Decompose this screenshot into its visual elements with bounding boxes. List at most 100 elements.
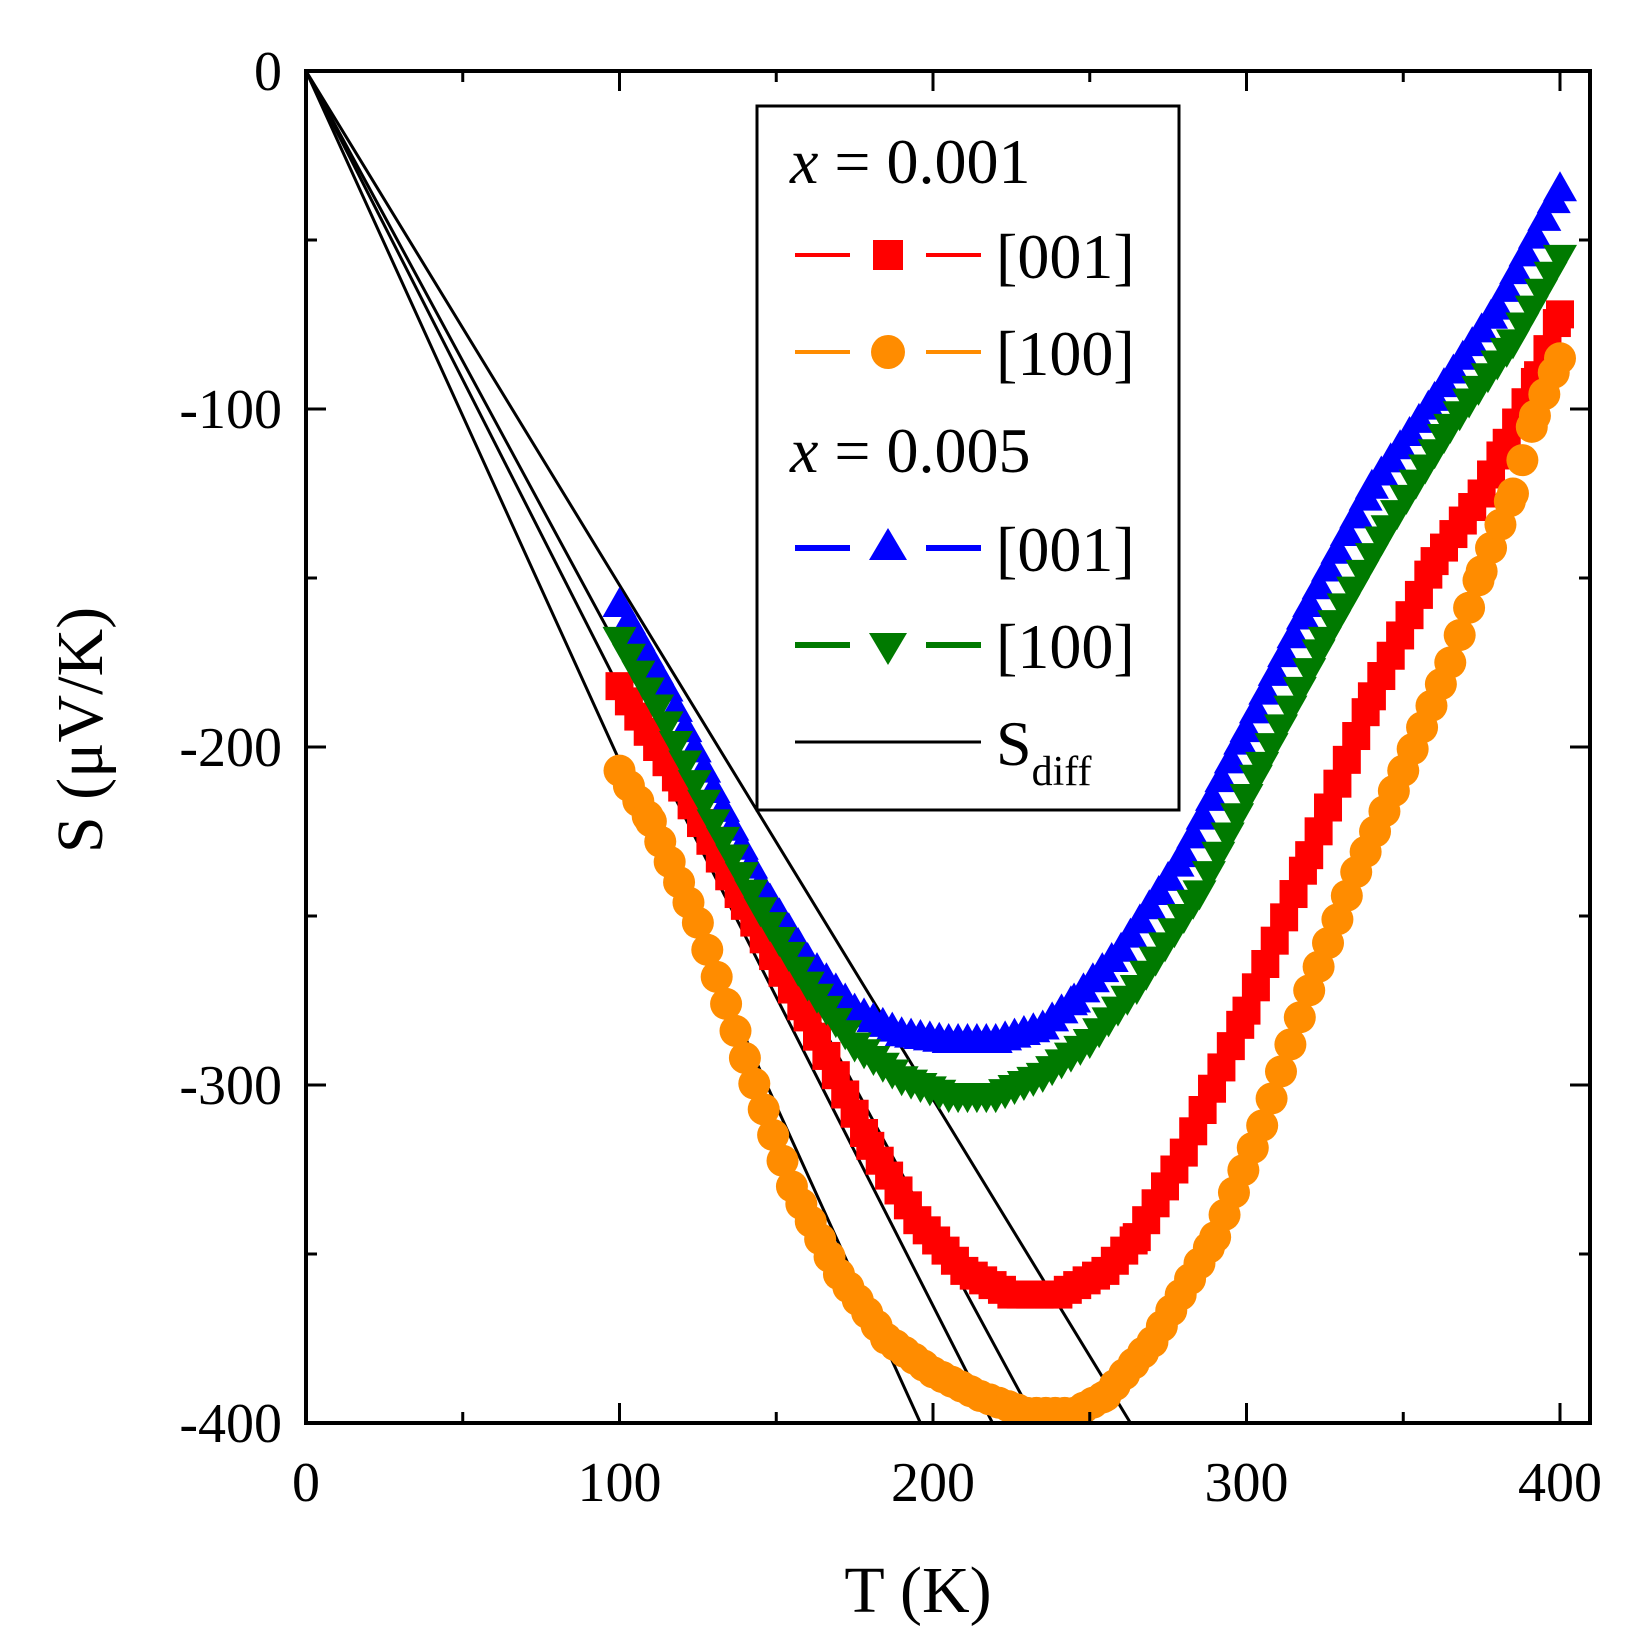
data-point <box>724 862 759 893</box>
data-point <box>1246 1109 1279 1142</box>
legend-swatch-x001-100 <box>795 335 981 369</box>
data-point <box>1453 591 1486 624</box>
legend-entry-x001-001: [001] <box>996 221 1135 292</box>
data-point <box>1527 200 1562 231</box>
data-point <box>1508 236 1543 267</box>
legend-entry-sdiff: Sdiff <box>996 708 1091 795</box>
legend: x = 0.001 [001] [100] x = 0.005 [001] <box>755 104 1181 812</box>
data-point <box>1332 745 1361 774</box>
data-point <box>1489 271 1524 302</box>
data-point <box>710 987 743 1020</box>
legend-group-1-label: x = 0.001 <box>789 126 1031 197</box>
legend-box <box>755 104 1181 812</box>
data-point <box>1506 444 1539 477</box>
data-point <box>1329 516 1364 547</box>
data-point <box>1543 244 1577 275</box>
data-point <box>1544 342 1576 375</box>
data-point <box>1543 171 1577 202</box>
square-marker-icon <box>873 240 903 270</box>
y-tick-label: -400 <box>179 1393 282 1455</box>
data-point <box>1185 799 1220 830</box>
data-point <box>1229 712 1264 743</box>
y-axis-title: S (μV/K) <box>44 607 117 853</box>
data-point <box>705 826 740 857</box>
data-point <box>1257 655 1292 686</box>
data-point <box>1323 769 1352 798</box>
data-point <box>1176 818 1211 849</box>
legend-entry-x005-001: [001] <box>996 514 1135 585</box>
sdiff-line <box>304 70 922 1424</box>
y-tick-label: -300 <box>179 1055 282 1117</box>
axis-ticks <box>304 69 1590 1425</box>
x-tick-label: 400 <box>1518 1452 1602 1514</box>
data-point <box>1314 793 1343 822</box>
legend-entry-x005-100: [100] <box>996 611 1135 682</box>
data-point <box>715 844 750 875</box>
data-point <box>1213 743 1248 774</box>
series-triangle-up <box>602 171 1577 1054</box>
data-point <box>668 750 703 781</box>
data-point <box>1517 218 1552 249</box>
y-tick-label: -100 <box>179 379 282 441</box>
triangle-up-marker-icon <box>869 528 907 560</box>
legend-entry-x001-100: [100] <box>996 318 1135 389</box>
data-point <box>1248 674 1283 705</box>
data-point <box>611 643 646 674</box>
data-point <box>738 1067 771 1100</box>
data-point <box>681 906 714 939</box>
data-point <box>687 789 722 820</box>
x-tick-label: 200 <box>891 1452 975 1514</box>
data-point <box>728 1041 761 1074</box>
data-point <box>640 694 675 725</box>
data-point <box>1339 498 1374 529</box>
x-tick-label: 100 <box>578 1452 662 1514</box>
data-point <box>1267 637 1302 668</box>
data-point <box>1255 1082 1288 1115</box>
x-tick-label: 0 <box>292 1452 320 1514</box>
data-point <box>1295 841 1324 870</box>
data-point <box>621 660 656 691</box>
data-point <box>1301 569 1336 600</box>
data-point <box>1292 587 1327 618</box>
data-point <box>1304 817 1333 846</box>
legend-swatch-x001-001 <box>795 240 981 270</box>
data-point <box>1276 618 1311 649</box>
legend-group-2-label: x = 0.005 <box>789 415 1031 486</box>
data-point <box>1264 1055 1297 1088</box>
data-point <box>1434 646 1467 679</box>
data-point <box>1480 289 1515 320</box>
series-square <box>605 300 1574 1309</box>
data-point <box>747 1093 780 1126</box>
series-triangle-down <box>602 244 1577 1114</box>
data-point <box>1499 254 1534 285</box>
data-point <box>734 879 769 910</box>
data-point <box>630 677 665 708</box>
data-point <box>757 1119 790 1152</box>
data-point <box>649 711 684 742</box>
data-point <box>1546 300 1574 329</box>
data-point <box>658 730 693 761</box>
axis-tick-labels: 0 100 200 300 400 0 -100 -200 -300 -400 <box>179 41 1602 1514</box>
data-point <box>700 960 733 993</box>
data-point <box>719 1014 752 1047</box>
x-tick-label: 300 <box>1205 1452 1289 1514</box>
circle-marker-icon <box>871 335 905 369</box>
data-point <box>1443 619 1476 652</box>
series-circle <box>603 342 1576 1425</box>
data-point <box>1311 551 1346 582</box>
data-point <box>1496 477 1529 510</box>
data-point <box>766 1144 799 1177</box>
legend-swatch-x005-100 <box>795 633 981 665</box>
data-point <box>677 770 712 801</box>
y-tick-label: 0 <box>254 41 282 103</box>
series-marks <box>602 171 1577 1425</box>
x-axis-title: T (K) <box>844 1554 991 1627</box>
legend-swatch-x005-001 <box>795 528 981 560</box>
sdiff-line <box>304 70 1132 1424</box>
data-point <box>1166 837 1201 868</box>
data-point <box>1320 533 1355 564</box>
y-tick-label: -200 <box>179 717 282 779</box>
triangle-down-marker-icon <box>869 633 907 665</box>
data-point <box>1283 1001 1316 1034</box>
data-point <box>1238 693 1273 724</box>
